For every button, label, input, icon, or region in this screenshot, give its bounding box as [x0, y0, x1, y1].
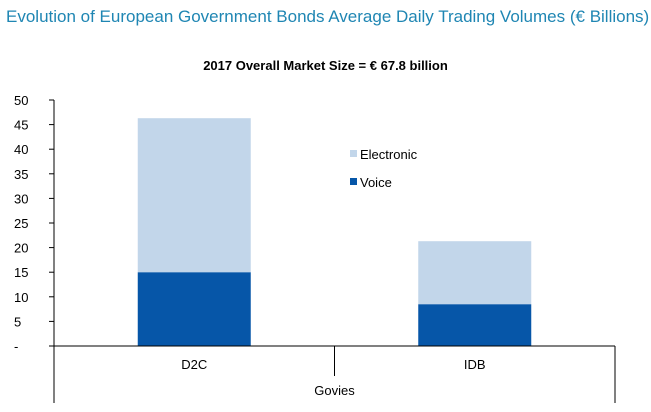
- y-tick-label: 25: [14, 216, 28, 231]
- y-tick-label: 30: [14, 191, 28, 206]
- bar-electronic-idb: [418, 241, 532, 305]
- y-tick-label: 40: [14, 142, 28, 157]
- page-title: Evolution of European Government Bonds A…: [6, 7, 650, 26]
- x-tick-label: IDB: [464, 357, 486, 372]
- y-tick-label: 45: [14, 118, 28, 133]
- legend: Electronic Voice: [350, 147, 418, 190]
- y-tick-label: 35: [14, 167, 28, 182]
- y-tick-label: 5: [14, 314, 21, 329]
- bar-voice-idb: [418, 304, 532, 346]
- y-tick-label: 15: [14, 265, 28, 280]
- legend-swatch-electronic: [350, 150, 357, 157]
- legend-label-electronic: Electronic: [360, 147, 418, 162]
- legend-label-voice: Voice: [360, 175, 392, 190]
- bar-voice-d2c: [137, 272, 251, 346]
- x-tick-label: D2C: [181, 357, 207, 372]
- chart-title: 2017 Overall Market Size = € 67.8 billio…: [203, 58, 448, 73]
- x-group-label: Govies: [314, 383, 355, 398]
- y-tick-label: 10: [14, 290, 28, 305]
- bar-electronic-d2c: [137, 118, 251, 273]
- y-tick-label: -: [14, 339, 18, 354]
- y-tick-label: 20: [14, 241, 28, 256]
- legend-swatch-voice: [350, 178, 357, 185]
- y-tick-label: 50: [14, 93, 28, 108]
